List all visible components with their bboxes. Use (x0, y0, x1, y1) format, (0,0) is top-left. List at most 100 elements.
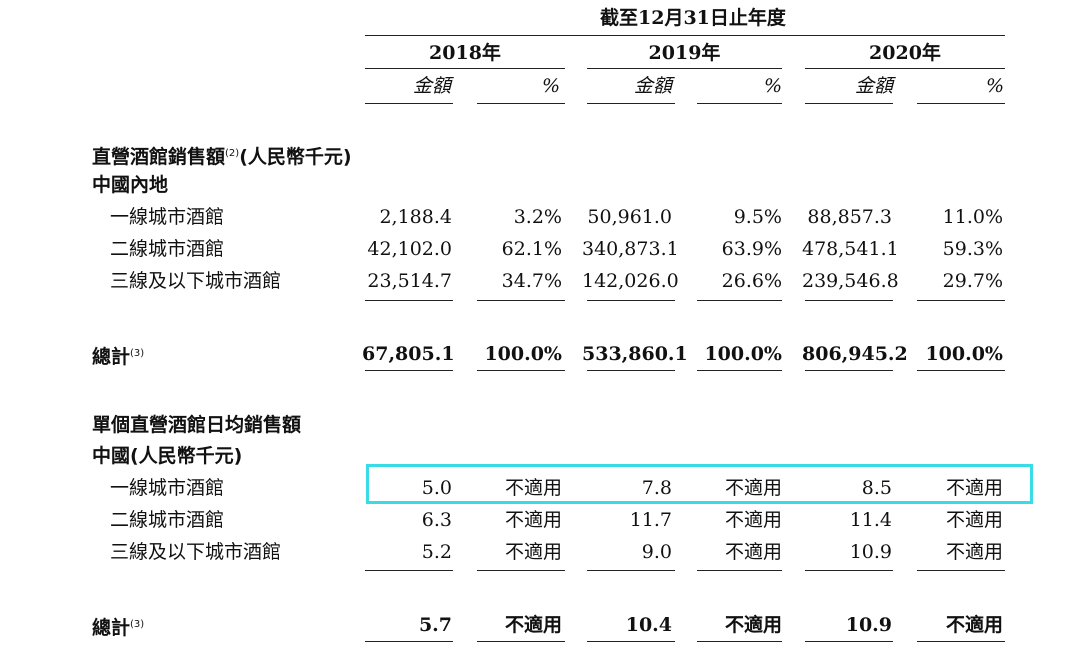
table-cell: 11.4 (849, 509, 892, 531)
total-cell: 10.9 (845, 614, 892, 636)
table-cell: 3.2% (513, 206, 562, 228)
row-label: 一線城市酒館 (110, 206, 225, 228)
total-label: 總計(3) (92, 613, 144, 640)
table-cell: 142,026.0 (582, 270, 679, 292)
subtotal-rule (805, 300, 893, 301)
total-cell: 806,945.2 (802, 343, 908, 365)
year-rule-2020 (805, 68, 1005, 69)
row-label: 二線城市酒館 (110, 238, 225, 260)
daily-section-subtitle: 中國(人民幣千元) (92, 445, 243, 467)
total-rule (587, 370, 675, 371)
subtotal-rule (587, 300, 675, 301)
table-cell: 2,188.4 (379, 206, 452, 228)
subheader-rule (365, 103, 453, 104)
table-cell: 9.0 (641, 541, 672, 563)
total-rule (477, 641, 565, 642)
year-2018-header: 2018年 (429, 42, 501, 64)
total-rule (805, 370, 893, 371)
subheader-rule (477, 103, 565, 104)
pct-header-2018: % (542, 75, 561, 97)
total-cell: 不適用 (945, 614, 1003, 636)
pct-header-2020: % (986, 75, 1005, 97)
subheader-rule (697, 103, 782, 104)
subtotal-rule (697, 300, 782, 301)
total-cell: 不適用 (504, 614, 562, 636)
total-footnote: (3) (130, 619, 145, 630)
table-cell: 不適用 (945, 477, 1003, 499)
table-cell: 不適用 (504, 509, 562, 531)
table-cell: 88,857.3 (807, 206, 892, 228)
total-rule (917, 370, 1005, 371)
daily-section-title: 單個直營酒館日均銷售額 (92, 414, 302, 436)
subheader-rule (917, 103, 1005, 104)
table-cell: 6.3 (421, 509, 452, 531)
table-cell: 10.9 (849, 541, 892, 563)
subtotal-rule (917, 300, 1005, 301)
subtotal-rule (697, 570, 782, 571)
amount-header-2020: 金額 (855, 75, 894, 97)
total-cell: 100.0% (925, 343, 1003, 365)
table-cell: 不適用 (504, 541, 562, 563)
table-cell: 不適用 (724, 541, 782, 563)
row-label: 三線及以下城市酒館 (110, 541, 282, 563)
table-cell: 9.5% (733, 206, 782, 228)
table-cell: 8.5 (861, 477, 892, 499)
subtotal-rule (477, 570, 565, 571)
table-cell: 不適用 (945, 541, 1003, 563)
table-cell: 不適用 (945, 509, 1003, 531)
sales-title-footnote: (2) (225, 148, 240, 159)
table-cell: 5.0 (421, 477, 452, 499)
total-cell: 100.0% (704, 343, 782, 365)
subtotal-rule (365, 570, 453, 571)
subtotal-rule (805, 570, 893, 571)
table-cell: 23,514.7 (367, 270, 452, 292)
total-rule (365, 370, 453, 371)
total-rule (917, 641, 1005, 642)
total-cell: 5.7 (418, 614, 452, 636)
year-rule-2018 (365, 68, 565, 69)
table-cell: 不適用 (724, 477, 782, 499)
year-2020-header: 2020年 (869, 42, 941, 64)
sales-title-text: 直營酒館銷售額 (92, 146, 226, 168)
total-rule (697, 641, 782, 642)
period-header: 截至12月31日止年度 (600, 7, 786, 29)
total-cell: 67,805.1 (362, 343, 455, 365)
table-cell: 50,961.0 (587, 206, 672, 228)
pct-header-2019: % (764, 75, 783, 97)
year-2019-header: 2019年 (648, 42, 721, 64)
total-cell: 不適用 (724, 614, 782, 636)
sales-region-label: 中國內地 (92, 174, 169, 196)
table-cell: 34.7% (501, 270, 562, 292)
period-rule (365, 35, 1005, 36)
total-cell: 10.4 (625, 614, 672, 636)
row-label: 三線及以下城市酒館 (110, 270, 282, 292)
sales-section-title: 直營酒館銷售額(2)(人民幣千元) (92, 142, 352, 169)
total-rule (587, 641, 675, 642)
amount-header-2018: 金額 (413, 75, 452, 97)
year-rule-2019 (587, 68, 782, 69)
table-cell: 59.3% (942, 238, 1003, 260)
table-cell: 62.1% (501, 238, 562, 260)
subtotal-rule (477, 300, 565, 301)
subtotal-rule (587, 570, 675, 571)
sales-title-unit: (人民幣千元) (239, 146, 352, 168)
table-cell: 478,541.1 (802, 238, 899, 260)
total-label-text: 總計 (92, 617, 131, 639)
subheader-rule (587, 103, 675, 104)
row-label: 一線城市酒館 (110, 477, 225, 499)
total-cell: 100.0% (484, 343, 562, 365)
table-cell: 不適用 (724, 509, 782, 531)
table-cell: 340,873.1 (582, 238, 679, 260)
table-cell: 不適用 (504, 477, 562, 499)
total-rule (365, 641, 453, 642)
table-cell: 11.7 (629, 509, 672, 531)
row-label: 二線城市酒館 (110, 509, 225, 531)
total-rule (477, 370, 565, 371)
table-cell: 42,102.0 (367, 238, 452, 260)
total-rule (805, 641, 893, 642)
subtotal-rule (365, 300, 453, 301)
table-cell: 7.8 (641, 477, 672, 499)
subheader-rule (805, 103, 893, 104)
table-cell: 11.0% (942, 206, 1003, 228)
table-cell: 26.6% (721, 270, 782, 292)
